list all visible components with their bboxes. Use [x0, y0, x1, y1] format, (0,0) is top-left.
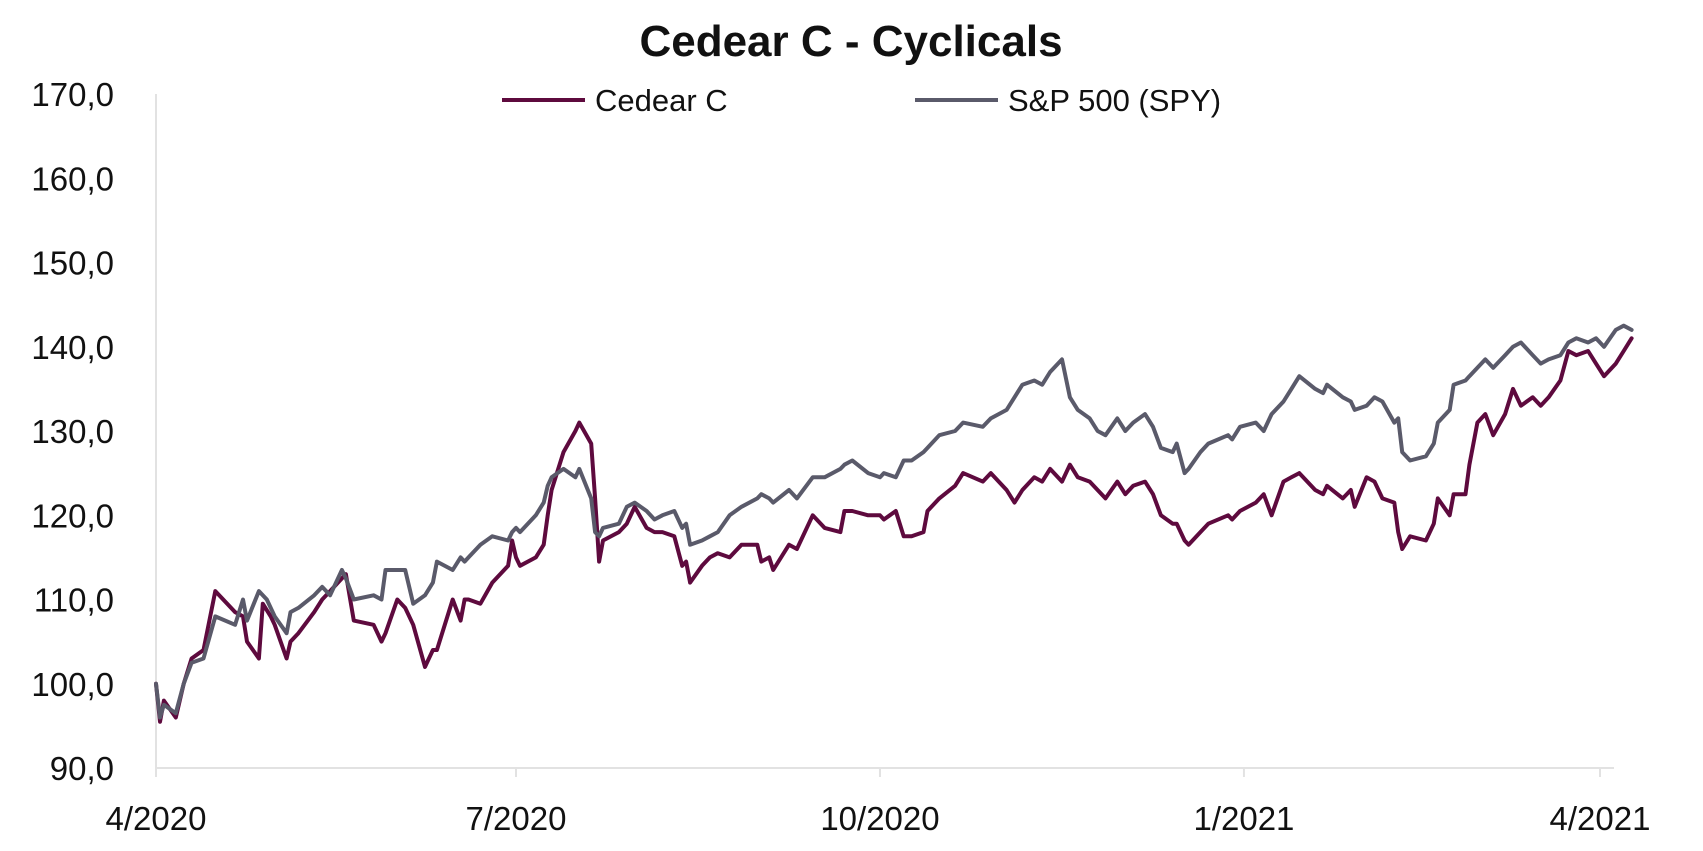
y-tick-label: 110,0 [34, 582, 114, 619]
x-tick-label: 4/2020 [106, 800, 207, 837]
x-tick-label: 7/2020 [466, 800, 567, 837]
chart-title: Cedear C - Cyclicals [639, 17, 1062, 66]
y-tick-label: 170,0 [31, 76, 114, 113]
y-tick-label: 90,0 [50, 750, 114, 787]
legend-label-spy: S&P 500 (SPY) [1008, 83, 1221, 118]
x-tick-label: 10/2020 [820, 800, 939, 837]
y-tick-label: 100,0 [31, 666, 114, 703]
legend-label-cedear-c: Cedear C [595, 83, 728, 118]
y-tick-label: 120,0 [31, 497, 114, 534]
y-tick-label: 150,0 [31, 245, 114, 282]
y-tick-label: 160,0 [31, 160, 114, 197]
x-tick-label: 1/2021 [1193, 800, 1294, 837]
y-tick-label: 140,0 [31, 329, 114, 366]
series-lines [154, 323, 1634, 724]
x-tick-label: 4/2021 [1550, 800, 1651, 837]
series-line-cedear-c [154, 336, 1634, 724]
y-tick-label: 130,0 [31, 413, 114, 450]
axes [155, 94, 1614, 777]
legend: Cedear C S&P 500 (SPY) [502, 83, 1221, 118]
tick-labels: 90,0 100,0 110,0 120,0 130,0 140,0 150,0 160,0 1… [31, 76, 1650, 837]
series-line-spy [154, 323, 1634, 720]
